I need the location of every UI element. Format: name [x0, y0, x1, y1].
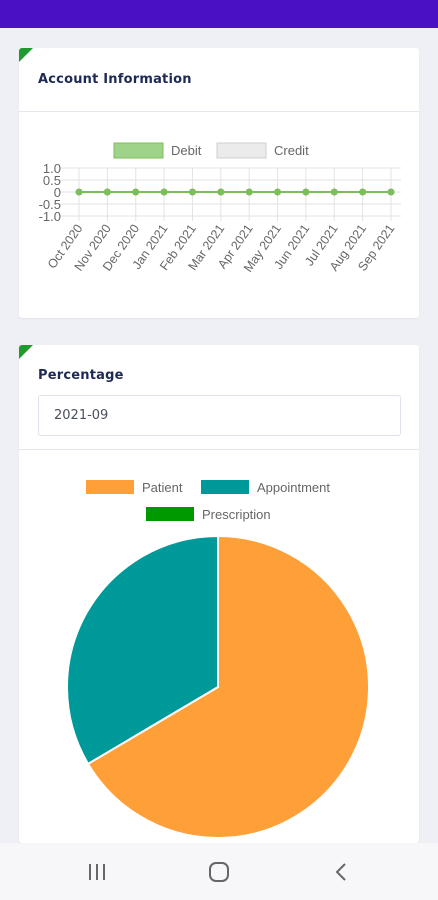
data-point-debit — [245, 188, 253, 196]
status-bar — [0, 0, 438, 28]
data-point-debit — [132, 188, 140, 196]
y-tick-label: -1.0 — [39, 209, 61, 224]
data-point-debit — [387, 188, 395, 196]
home-button[interactable] — [184, 843, 254, 900]
recent-apps-icon — [89, 863, 105, 880]
navigation-bar — [0, 843, 438, 900]
data-point-debit — [160, 188, 168, 196]
card-divider — [19, 111, 419, 112]
data-point-debit — [302, 188, 310, 196]
percentage-card: Percentage 2021-09 Patient Appointment Pre… — [19, 345, 419, 843]
data-point-debit — [217, 188, 225, 196]
card-divider — [19, 449, 419, 450]
legend-label-debit: Debit — [171, 143, 202, 158]
y-tick-label: -0.5 — [39, 197, 61, 212]
back-icon — [335, 862, 346, 881]
pie-slice-appointment — [66, 534, 219, 766]
y-tick-label: 0.5 — [43, 173, 61, 188]
percentage-pie-chart: Patient Appointment Prescription — [66, 480, 370, 839]
card-corner-accent — [19, 345, 33, 359]
card-title: Account Information — [38, 72, 192, 87]
home-icon — [209, 861, 229, 882]
month-input[interactable]: 2021-09 — [38, 395, 401, 436]
account-information-card: Account Information Debit Credit 1.0 0.5 0 -0… — [19, 48, 419, 318]
legend-label-patient: Patient — [142, 480, 183, 495]
recent-apps-button[interactable] — [62, 843, 132, 900]
legend-label-appointment: Appointment — [257, 480, 330, 495]
legend-label-credit: Credit — [274, 143, 309, 158]
data-point-debit — [359, 188, 367, 196]
card-corner-accent — [19, 48, 33, 62]
legend-swatch-debit — [113, 142, 164, 159]
data-point-debit — [188, 188, 196, 196]
y-tick-label: 0 — [54, 185, 61, 200]
pie-slice-patient — [86, 534, 370, 839]
legend-swatch-patient — [86, 480, 134, 494]
data-point-debit — [274, 188, 282, 196]
legend-label-prescription: Prescription — [202, 507, 271, 522]
card-title: Percentage — [38, 368, 124, 383]
legend-swatch-prescription — [146, 507, 194, 521]
y-tick-label: 1.0 — [43, 161, 61, 176]
data-point-debit — [103, 188, 111, 196]
back-button[interactable] — [306, 843, 376, 900]
data-point-debit — [330, 188, 338, 196]
data-point-debit — [75, 188, 83, 196]
legend-swatch-credit — [216, 142, 267, 159]
legend-swatch-appointment — [201, 480, 249, 494]
